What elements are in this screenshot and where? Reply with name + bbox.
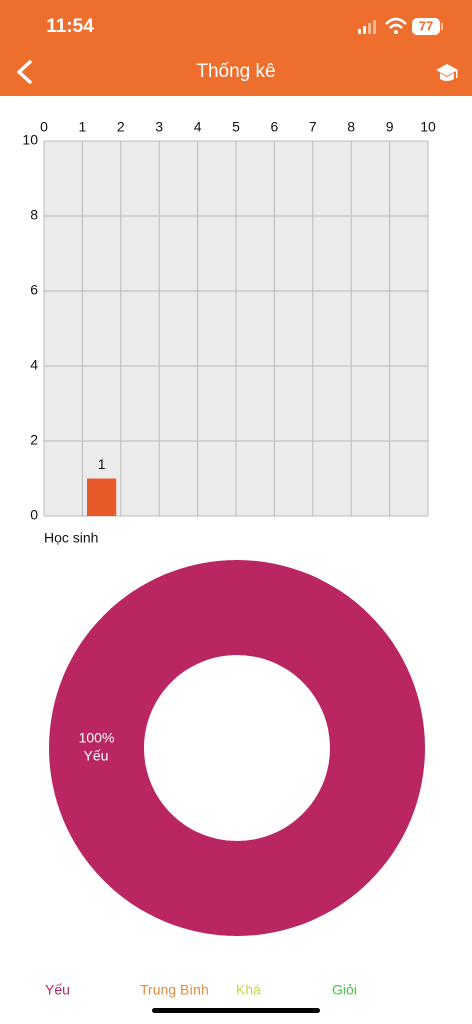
signal-icon — [358, 20, 376, 34]
x-tick-label: 7 — [309, 119, 317, 135]
legend-entry: Giỏi — [332, 982, 357, 998]
y-tick-label: 0 — [30, 507, 38, 523]
y-tick-label: 2 — [30, 432, 38, 448]
slice-category-label: Yếu — [84, 748, 109, 764]
x-tick-label: 3 — [155, 119, 163, 135]
back-button[interactable] — [17, 60, 32, 84]
y-tick-label: 10 — [22, 132, 38, 148]
y-tick-label: 8 — [30, 207, 38, 223]
wifi-icon — [385, 17, 407, 29]
battery-level: 77 — [419, 18, 433, 33]
legend-entry: Khá — [236, 982, 261, 998]
slice-value-label: 100% — [79, 730, 115, 746]
home-indicator — [152, 1008, 320, 1013]
x-tick-label: 1 — [79, 119, 87, 135]
legend-entry: Trung Bình — [140, 982, 209, 998]
x-tick-label: 10 — [420, 119, 436, 135]
header-bar — [0, 0, 472, 96]
y-tick-label: 6 — [30, 282, 38, 298]
x-tick-label: 6 — [271, 119, 279, 135]
x-tick-label: 5 — [232, 119, 240, 135]
y-tick-label: 4 — [30, 357, 38, 373]
data-label: 1 — [98, 456, 106, 472]
bar — [87, 478, 117, 516]
x-tick-label: 9 — [386, 119, 394, 135]
battery-icon — [412, 18, 440, 35]
x-tick-label: 2 — [117, 119, 125, 135]
x-tick-label: 0 — [40, 119, 48, 135]
x-tick-label: 8 — [347, 119, 355, 135]
legend-entry: Yếu — [45, 982, 70, 998]
x-tick-label: 4 — [194, 119, 202, 135]
wifi-dot — [394, 30, 398, 34]
donut-slice — [49, 560, 425, 936]
x-axis-label: Học sinh — [44, 530, 98, 546]
status-time: 11:54 — [46, 16, 94, 37]
battery-tip — [441, 23, 443, 30]
header-title: Thống kê — [196, 61, 275, 82]
school-icon[interactable] — [436, 64, 458, 81]
